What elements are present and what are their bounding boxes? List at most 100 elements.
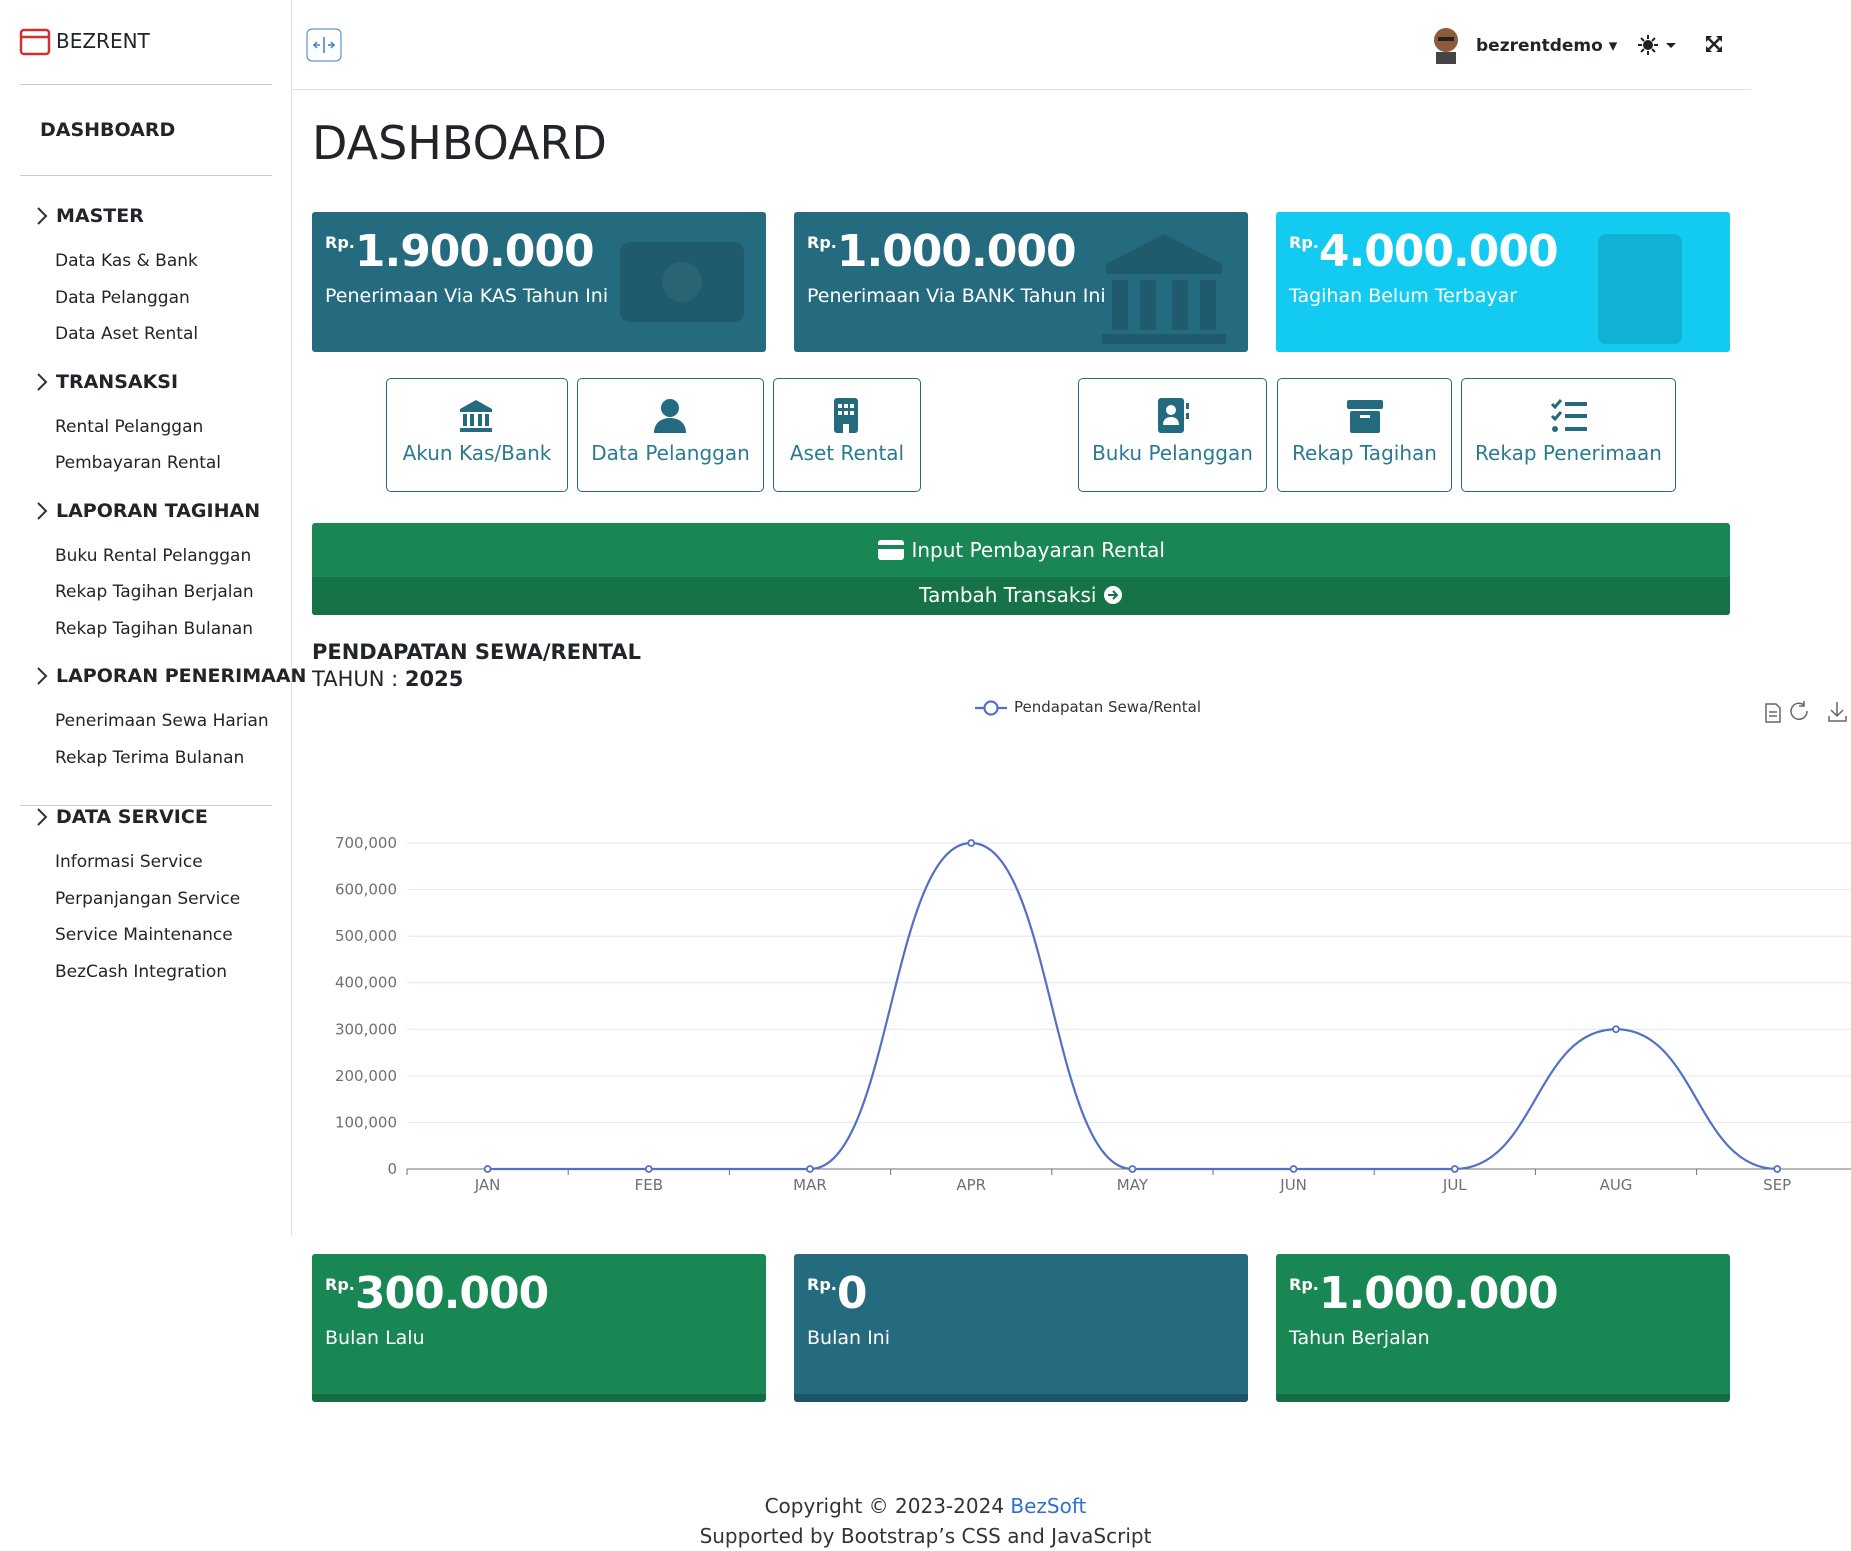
footer: Copyright © 2023-2024 BezSoft Supported … — [0, 1494, 1851, 1548]
nav-group[interactable]: MASTER — [36, 205, 144, 227]
support: Supported by Bootstrap’s CSS and JavaScr… — [699, 1524, 1152, 1548]
shortcut-button[interactable]: Data Pelanggan — [577, 378, 764, 492]
x-tick-label: SEP — [1763, 1176, 1791, 1194]
user-menu[interactable]: bezrentdemo ▾ — [1476, 36, 1618, 56]
shortcut-button[interactable]: Aset Rental — [773, 378, 921, 492]
data-point — [967, 839, 976, 847]
shortcut-icon — [460, 400, 492, 432]
amount: 1.000.000 — [836, 226, 1077, 277]
data-point — [1128, 1165, 1137, 1173]
nav-group[interactable]: LAPORAN PENERIMAAN — [36, 665, 306, 687]
y-tick-label: 0 — [387, 1160, 397, 1178]
shortcut-button[interactable]: Rekap Penerimaan — [1461, 378, 1676, 492]
year: 2025 — [404, 667, 464, 691]
y-tick-label: 400,000 — [335, 974, 397, 992]
sidebar — [0, 0, 292, 1236]
company-link[interactable]: BezSoft — [1010, 1494, 1087, 1518]
nav-item[interactable]: Penerimaan Sewa Harian — [55, 711, 269, 731]
card-amount-line: Rp.300.000 — [325, 1268, 753, 1319]
avatar — [1434, 28, 1458, 64]
card-amount-line: Rp.4.000.000 — [1289, 226, 1717, 277]
card-amount-line: Rp.1.000.000 — [807, 226, 1235, 277]
nav-item[interactable]: Data Pelanggan — [55, 287, 190, 308]
data-point — [644, 1165, 653, 1173]
series-line — [487, 841, 1778, 1171]
shortcut-button[interactable]: Akun Kas/Bank — [386, 378, 568, 492]
year-label: TAHUN : — [312, 667, 399, 691]
logo-icon — [19, 28, 51, 56]
shortcut-label: Akun Kas/Bank — [402, 441, 552, 465]
amount: 1.000.000 — [1318, 1268, 1559, 1319]
card-label: Penerimaan Via KAS Tahun Ini — [325, 285, 609, 307]
chevron — [37, 372, 48, 391]
nav-item[interactable]: Informasi Service — [55, 852, 203, 872]
legend-marker — [983, 700, 999, 716]
shortcut-label: Buku Pelanggan — [1092, 441, 1253, 465]
nav-item[interactable]: Perpanjangan Service — [55, 888, 241, 909]
card-label: Penerimaan Via BANK Tahun Ini — [807, 285, 1106, 307]
stat-card: Rp.0 Bulan Ini — [794, 1254, 1248, 1402]
shortcut-label: Rekap Penerimaan — [1475, 441, 1662, 465]
stat-card: Rp.1.900.000 Penerimaan Via KAS Tahun Ini — [312, 212, 766, 352]
y-tick-label: 600,000 — [335, 881, 397, 899]
chart-toolbox[interactable] — [1765, 701, 1847, 723]
fullscreen[interactable] — [1704, 34, 1724, 54]
nav-item[interactable]: Data Aset Rental — [55, 324, 199, 344]
data-point — [1773, 1165, 1782, 1173]
shortcut-button[interactable]: Rekap Tagihan — [1277, 378, 1452, 492]
card-amount-line: Rp.0 — [807, 1268, 1235, 1319]
card-label: Bulan Ini — [807, 1327, 891, 1349]
nav-item[interactable]: Rental Pelanggan — [55, 416, 204, 437]
arrow-icon — [1103, 586, 1122, 604]
x-tick-label: MAR — [793, 1176, 827, 1194]
card-label: Tagihan Belum Terbayar — [1289, 285, 1518, 307]
chart-title: PENDAPATAN SEWA/RENTAL — [312, 640, 641, 664]
x-tick-label: MAY — [1117, 1176, 1149, 1194]
shortcut-icon — [653, 399, 686, 433]
shortcut-button[interactable]: Buku Pelanggan — [1078, 378, 1267, 492]
data-point — [806, 1165, 814, 1173]
nav-group[interactable]: TRANSAKSI — [36, 371, 178, 393]
nav-dashboard[interactable]: DASHBOARD — [40, 119, 176, 141]
toggle-sidebar[interactable] — [306, 28, 342, 62]
payment-bar[interactable]: Input Pembayaran Rental Tambah Transaksi — [312, 523, 1730, 615]
nav-item[interactable]: Service Maintenance — [55, 925, 233, 945]
x-tick-label: FEB — [635, 1176, 663, 1194]
data-point — [1450, 1165, 1459, 1173]
card-icon — [1096, 228, 1232, 346]
nav-item[interactable]: Data Kas & Bank — [55, 251, 198, 271]
shortcut-label: Aset Rental — [789, 441, 905, 465]
shortcut-icon — [1550, 399, 1587, 432]
username: bezrentdemo — [1476, 36, 1603, 56]
data-point — [1289, 1165, 1298, 1173]
nav-item[interactable]: Rekap Tagihan Bulanan — [55, 618, 254, 639]
brand: BEZRENT — [56, 29, 150, 53]
payment-title: Input Pembayaran Rental — [911, 538, 1165, 562]
nav-group[interactable]: LAPORAN TAGIHAN — [36, 500, 260, 522]
amount: 0 — [836, 1268, 868, 1319]
stat-card: Rp.4.000.000 Tagihan Belum Terbayar — [1276, 212, 1730, 352]
card-amount-line: Rp.1.900.000 — [325, 226, 753, 277]
card-label: Tahun Berjalan — [1289, 1327, 1430, 1349]
card-amount-line: Rp.1.000.000 — [1289, 1268, 1717, 1319]
page-title: DASHBOARD — [312, 116, 607, 170]
nav-item[interactable]: BezCash Integration — [55, 961, 228, 982]
theme-toggle[interactable] — [1636, 33, 1680, 57]
card-icon — [878, 540, 905, 560]
shortcut-label: Rekap Tagihan — [1292, 441, 1437, 465]
currency: Rp. — [807, 233, 837, 252]
header-border — [292, 89, 1751, 90]
nav-item[interactable]: Pembayaran Rental — [55, 453, 222, 473]
nav-group-title: TRANSAKSI — [56, 370, 179, 393]
payment-action: Tambah Transaksi — [919, 583, 1097, 607]
nav-item[interactable]: Rekap Terima Bulanan — [55, 747, 245, 768]
y-tick-label: 300,000 — [335, 1020, 397, 1038]
currency: Rp. — [807, 1275, 837, 1294]
nav-group[interactable]: DATA SERVICE — [36, 806, 208, 828]
nav-item[interactable]: Buku Rental Pelanggan — [55, 545, 252, 566]
nav-item[interactable]: Rekap Tagihan Berjalan — [55, 582, 254, 602]
chevron — [37, 667, 48, 685]
nav-group-title: LAPORAN TAGIHAN — [56, 499, 261, 522]
x-tick-label: JUN — [1279, 1176, 1307, 1194]
